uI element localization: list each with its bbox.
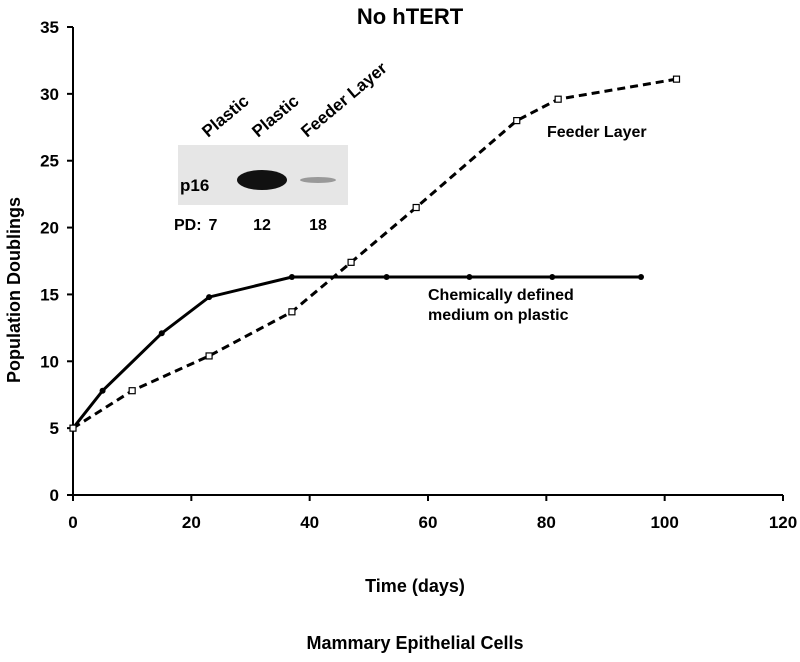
caption: Mammary Epithelial Cells <box>306 633 523 653</box>
x-tick-label: 0 <box>68 513 77 532</box>
x-tick-label: 60 <box>419 513 438 532</box>
y-tick-label: 20 <box>40 219 59 238</box>
inset-pd-label: PD: <box>174 217 202 234</box>
pd-value: 7 <box>209 217 218 234</box>
point <box>347 258 355 266</box>
x-axis-label: Time (days) <box>365 576 465 596</box>
point <box>638 274 644 281</box>
y-tick-label: 10 <box>40 352 59 371</box>
lane-label: Feeder Layer <box>297 58 391 141</box>
y-tick-label: 25 <box>40 152 59 171</box>
x-tick-label: 80 <box>537 513 556 532</box>
point <box>383 274 390 281</box>
y-tick-label: 15 <box>40 285 59 304</box>
y-tick-label: 5 <box>50 419 59 438</box>
x-tick-label: 100 <box>650 513 678 532</box>
pd-value: 12 <box>253 217 271 234</box>
point <box>205 352 213 360</box>
blot-band <box>237 170 287 190</box>
point <box>554 95 562 103</box>
point <box>99 387 106 394</box>
point <box>466 274 473 281</box>
point <box>69 424 77 432</box>
point <box>206 294 213 301</box>
point <box>158 330 165 337</box>
x-tick-label: 40 <box>300 513 319 532</box>
point <box>288 274 295 281</box>
y-tick-label: 0 <box>50 486 59 505</box>
series-label: Chemically defined medium on plastic <box>428 287 574 324</box>
point <box>672 75 681 83</box>
point <box>128 387 136 395</box>
pd-value: 18 <box>309 217 327 234</box>
blot-band <box>300 177 336 183</box>
point <box>412 203 420 212</box>
point <box>549 274 556 281</box>
x-tick-label: 20 <box>182 513 201 532</box>
y-tick-label: 30 <box>40 85 59 104</box>
lane-label: Plastic <box>248 91 302 141</box>
y-axis-label: Population Doublings <box>4 197 24 383</box>
x-tick-label: 120 <box>769 513 797 532</box>
point <box>513 116 521 125</box>
lane-label: Plastic <box>198 91 252 141</box>
series-label: Feeder Layer <box>547 124 647 141</box>
point <box>288 308 296 316</box>
chart-title: No hTERT <box>357 4 464 29</box>
inset-row-label: p16 <box>180 176 209 195</box>
y-tick-label: 35 <box>40 18 59 37</box>
